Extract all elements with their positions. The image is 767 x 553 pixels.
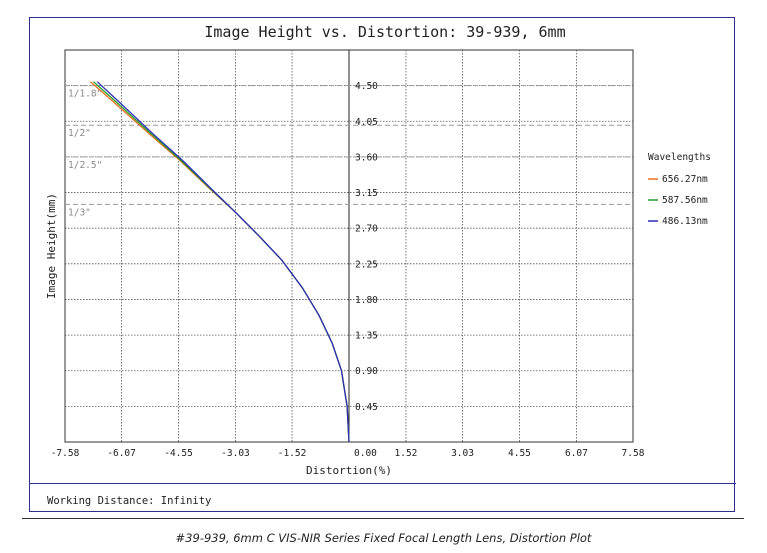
legend-label: 587.56nm bbox=[662, 195, 708, 206]
y-tick-label: 2.70 bbox=[355, 224, 378, 235]
y-tick-label: 4.50 bbox=[355, 81, 378, 92]
distortion-plot: Image Height vs. Distortion: 39-939, 6mm… bbox=[30, 23, 736, 507]
legend-title: Wavelengths bbox=[648, 152, 711, 163]
y-tick-label: 0.45 bbox=[355, 402, 378, 413]
legend: 656.27nm 587.56nm 486.13nm bbox=[648, 174, 708, 227]
x-axis-label: Distortion(%) bbox=[306, 464, 392, 477]
x-tick-label: 0.00 bbox=[354, 448, 377, 459]
sensor-format-label: 1/2.5" bbox=[68, 160, 102, 171]
y-tick-label: 1.35 bbox=[355, 331, 378, 342]
working-distance-note: Working Distance: Infinity bbox=[47, 495, 211, 507]
y-tick-label: 3.15 bbox=[355, 188, 378, 199]
y-axis-label: Image Height(mm) bbox=[45, 193, 58, 299]
sensor-format-label: 1/2" bbox=[68, 128, 91, 139]
x-tick-label: -6.07 bbox=[107, 448, 136, 459]
y-tick-label: 3.60 bbox=[355, 152, 378, 163]
y-tick-label: 0.90 bbox=[355, 366, 378, 377]
series-lines bbox=[90, 81, 350, 442]
y-tick-label: 2.25 bbox=[355, 259, 378, 270]
figure-caption: #39-939, 6mm C VIS-NIR Series Fixed Foca… bbox=[175, 531, 592, 545]
x-tick-label: -7.58 bbox=[51, 448, 80, 459]
grid-lines bbox=[65, 50, 633, 442]
y-tick-label: 1.80 bbox=[355, 295, 378, 306]
x-tick-labels: -7.58 -6.07 -4.55 -3.03 -1.52 0.00 1.52 3.03 4.5… bbox=[51, 448, 645, 459]
x-tick-label: -4.55 bbox=[164, 448, 193, 459]
chart-frame: Image Height vs. Distortion: 39-939, 6mm… bbox=[29, 17, 736, 512]
chart-title: Image Height vs. Distortion: 39-939, 6mm bbox=[204, 23, 565, 41]
x-tick-label: -3.03 bbox=[221, 448, 250, 459]
series-line-486.13nm bbox=[96, 81, 350, 442]
sensor-format-lines: 1/1.8" 1/2" 1/2.5" 1/3" bbox=[65, 85, 633, 218]
sensor-format-label: 1/3" bbox=[68, 207, 91, 218]
legend-label: 656.27nm bbox=[662, 174, 708, 185]
x-tick-label: 4.55 bbox=[508, 448, 531, 459]
legend-label: 486.13nm bbox=[662, 216, 708, 227]
x-tick-label: 3.03 bbox=[451, 448, 474, 459]
x-tick-label: 7.58 bbox=[622, 448, 645, 459]
caption-divider bbox=[22, 518, 744, 519]
x-tick-label: 1.52 bbox=[395, 448, 418, 459]
sensor-format-label: 1/1.8" bbox=[68, 89, 102, 100]
y-tick-labels: 0.45 0.90 1.35 1.80 2.25 2.70 3.15 3.60 4.05 4.50 bbox=[355, 81, 378, 413]
x-tick-label: 6.07 bbox=[565, 448, 588, 459]
y-tick-label: 4.05 bbox=[355, 117, 378, 128]
x-tick-label: -1.52 bbox=[278, 448, 307, 459]
